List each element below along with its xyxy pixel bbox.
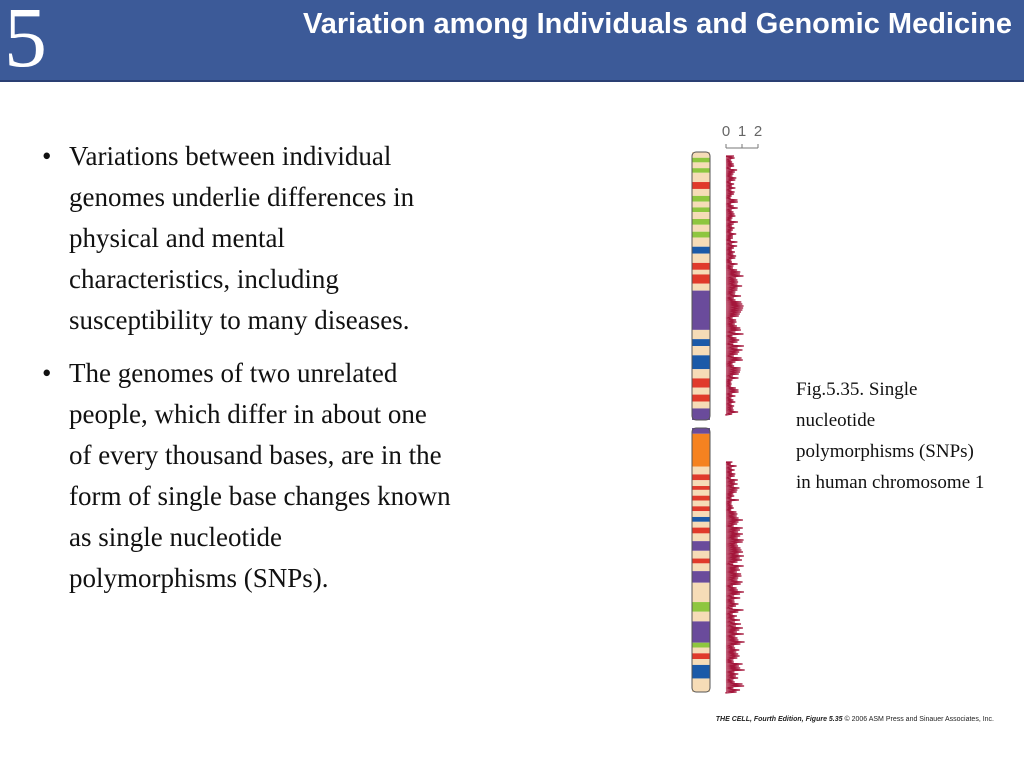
p-arm-band-red (692, 394, 710, 402)
p-arm-band-cream (692, 188, 710, 196)
p-arm-band-cream (692, 401, 710, 409)
q-arm-band-purple (692, 571, 710, 583)
q-arm-band-blue (692, 516, 710, 522)
scale-label: 2 (754, 123, 762, 140)
q-arm-band-orange (692, 433, 710, 467)
p-arm-band-cream (692, 329, 710, 340)
scale-label: 1 (738, 123, 746, 140)
title-bar: 5 Variation among Individuals and Genomi… (0, 0, 1024, 82)
bullet-text: The genomes of two unrelated people, whi… (69, 358, 451, 593)
q-arm-band-purple (692, 541, 710, 551)
credit-book: THE CELL, Fourth Edition, Figure 5.35 (715, 716, 843, 723)
p-arm-band-green (692, 231, 710, 238)
snp-trace-segment (725, 461, 745, 694)
q-arm-band-cream (692, 500, 710, 507)
p-arm-band-purple (692, 408, 710, 420)
chapter-number: 5 (4, 0, 47, 85)
p-arm-band-green (692, 195, 710, 202)
q-arm-band-cream (692, 550, 710, 559)
p-arm-band-green (692, 157, 710, 163)
q-arm-band-green (692, 602, 710, 612)
q-arm-band-red (692, 474, 710, 481)
q-arm-band-cream (692, 533, 710, 542)
q-arm-band-purple (692, 428, 710, 434)
bullet-text: Variations between individual genomes un… (69, 141, 415, 335)
p-arm-band-red (692, 262, 710, 270)
p-arm-outline (691, 151, 711, 421)
p-arm-band-cream (692, 224, 710, 232)
p-arm-band-blue (692, 246, 710, 254)
p-arm-band-cream (692, 201, 710, 208)
chromosome-1-snp-figure: 0 1 2 (691, 123, 762, 694)
slide-title: Variation among Individuals and Genomic … (302, 8, 1012, 40)
figure-caption: Fig.5.35. Single nucleotide polymorphism… (796, 379, 985, 493)
q-arm-band-cream (692, 511, 710, 517)
q-arm-band-cream (692, 466, 710, 475)
p-arm-band-red (692, 274, 710, 284)
p-arm-band-cream (692, 162, 710, 169)
q-arm-band-blue (692, 664, 710, 679)
credit-copyright: © 2006 ASM Press and Sinauer Associates,… (844, 716, 994, 723)
q-arm-outline (691, 427, 711, 693)
snp-trace-segment (725, 155, 744, 416)
q-arm-band-red (692, 495, 710, 501)
bullet-dot-icon: • (42, 141, 52, 171)
q-arm-band-cream (692, 678, 710, 692)
q-arm-band-cream (692, 659, 710, 665)
bullet-item: • Variations between individual genomes … (42, 136, 452, 341)
q-arm-band-cream (692, 647, 710, 654)
q-arm-band-red (692, 653, 710, 660)
chromosome-ideogram (691, 151, 711, 693)
p-arm-band-cream (692, 237, 710, 247)
p-arm-band-blue (692, 355, 710, 370)
p-arm-band-cream (692, 387, 710, 395)
p-arm-band-blue (692, 339, 710, 347)
q-arm-band-cream (692, 489, 710, 496)
bullet-item: • The genomes of two unrelated people, w… (42, 353, 452, 599)
snp-density-trace (725, 155, 745, 694)
scale-bar: 0 1 2 (722, 123, 762, 149)
p-arm-band-green (692, 168, 710, 173)
p-arm-band-green (692, 207, 710, 213)
p-arm-band-cream (692, 346, 710, 356)
p-arm-band-red (692, 378, 710, 388)
p-arm-band-green (692, 219, 710, 225)
p-arm-band-cream (692, 152, 710, 158)
p-arm-band-cream (692, 253, 710, 263)
p-arm-band-cream (692, 269, 710, 275)
p-arm-band-cream (692, 283, 710, 291)
q-arm-band-red (692, 558, 710, 564)
q-arm-band-purple (692, 621, 710, 643)
q-arm-band-cream (692, 521, 710, 528)
p-arm-band-cream (692, 212, 710, 219)
p-arm-band-red (692, 182, 710, 189)
header-divider (0, 80, 1024, 82)
q-arm-band-cream (692, 582, 710, 603)
q-arm-band-red (692, 527, 710, 534)
q-arm-band-green (692, 642, 710, 648)
q-arm-band-red (692, 506, 710, 512)
q-arm-band-red (692, 486, 710, 490)
p-arm-band-cream (692, 369, 710, 379)
bullet-dot-icon: • (42, 358, 52, 388)
bullet-list: • Variations between individual genomes … (42, 136, 452, 611)
q-arm-band-cream (692, 563, 710, 572)
q-arm-band-cream (692, 480, 710, 487)
p-arm-band-cream (692, 172, 710, 183)
figure-credit: THE CELL, Fourth Edition, Figure 5.35 © … (716, 716, 994, 723)
p-arm-band-purple (692, 290, 710, 330)
q-arm-band-cream (692, 611, 710, 622)
scale-label: 0 (722, 123, 730, 140)
